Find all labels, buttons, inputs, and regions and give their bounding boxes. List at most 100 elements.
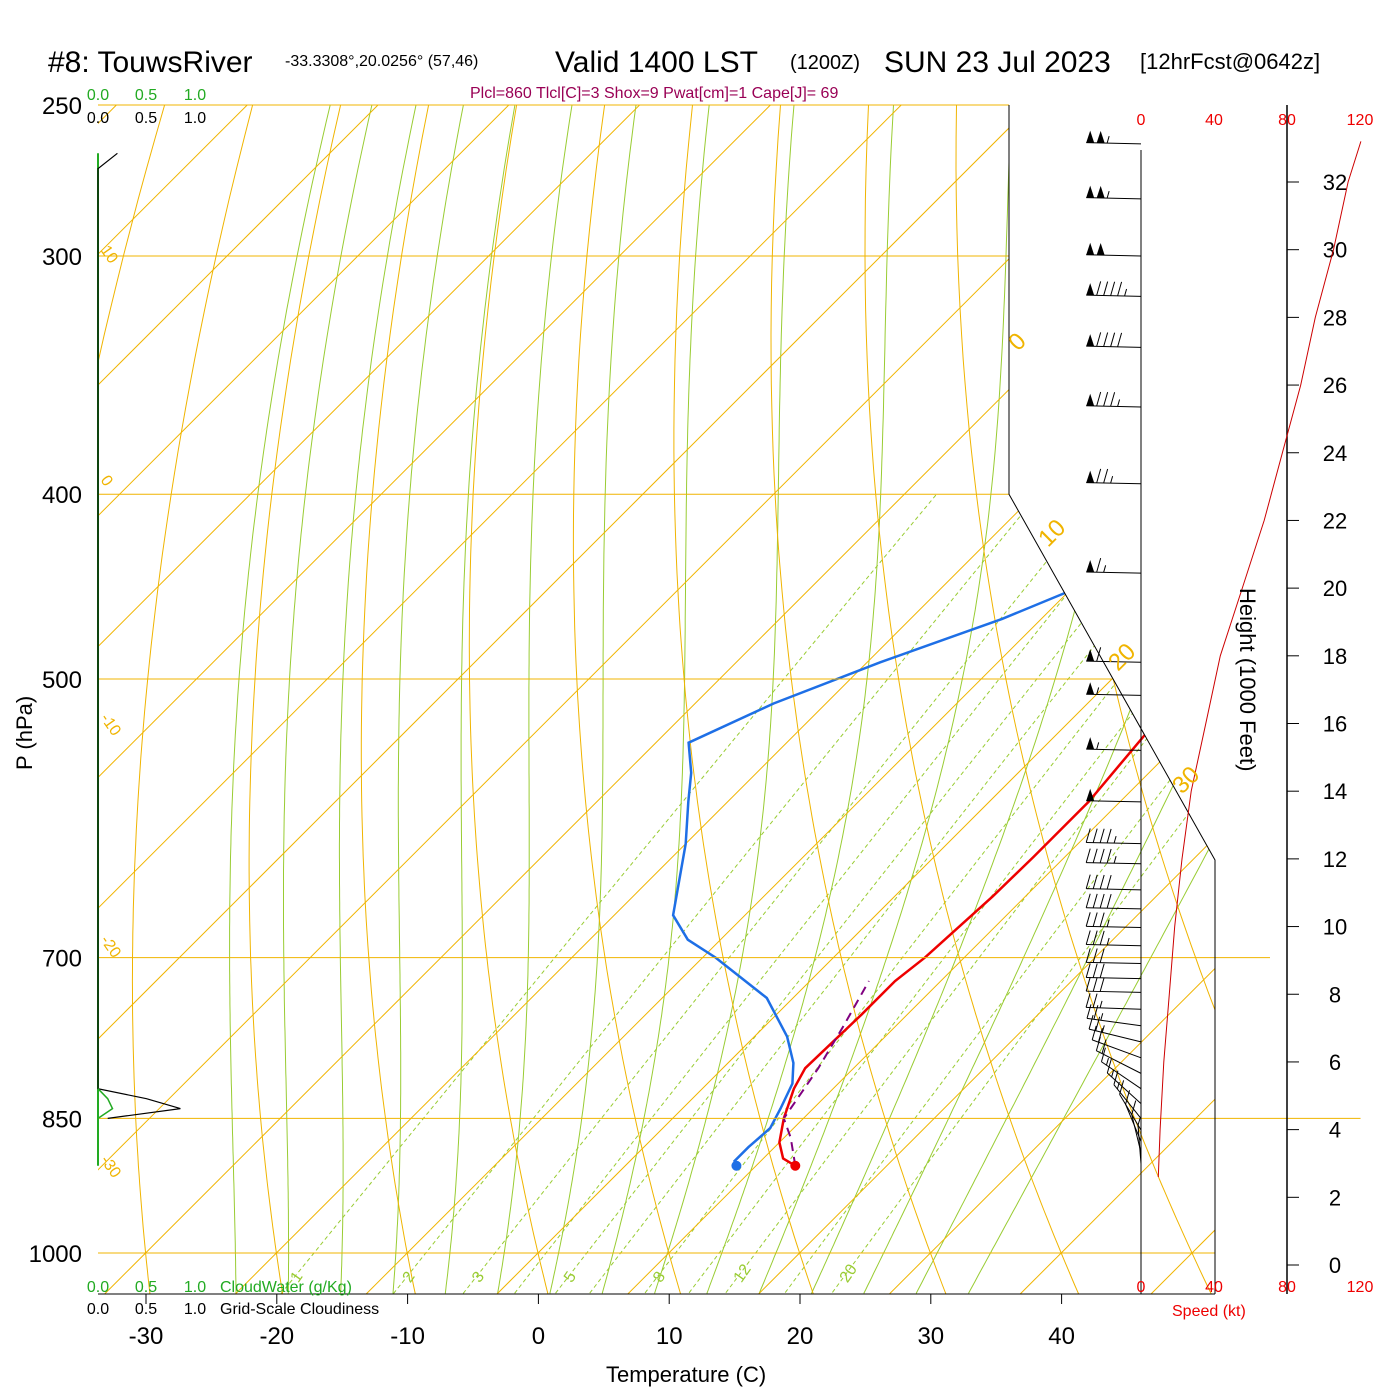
wind-barb-half-feather xyxy=(1110,475,1114,484)
wind-barb-half-feather xyxy=(1113,856,1117,864)
height-tick-label: 22 xyxy=(1323,508,1347,533)
height-tick-label: 8 xyxy=(1329,982,1341,1007)
dry-adiabat-line xyxy=(360,105,436,1294)
cloudwater-scale-top: 1.0 xyxy=(184,87,206,104)
wind-barb-staff xyxy=(1086,1017,1142,1027)
parcel-profile xyxy=(782,980,870,1166)
moist-adiabat-line xyxy=(654,105,798,1294)
wind-barb-feather xyxy=(1095,1016,1101,1031)
wind-barb-staff xyxy=(1096,1050,1142,1074)
wind-barb xyxy=(1086,281,1142,297)
x-tick-label: -20 xyxy=(259,1323,294,1350)
y-tick-label: 850 xyxy=(42,1106,82,1133)
dry-adiabat-label: 10 xyxy=(97,243,121,267)
wind-barb-feather xyxy=(1096,647,1102,662)
wind-barb-staff xyxy=(1086,197,1142,200)
wind-barb-feather xyxy=(1092,828,1098,843)
wind-barb-staff xyxy=(1086,660,1142,663)
wind-barb-pennant xyxy=(1086,334,1095,347)
wind-barb-feather xyxy=(1085,874,1091,889)
wind-barb-pennant xyxy=(1086,649,1095,662)
wind-barb-feather xyxy=(1100,1047,1106,1062)
wind-barb-feather xyxy=(1085,893,1091,908)
dewpoint-profile xyxy=(671,167,1215,1167)
wind-barb-feather xyxy=(1110,281,1116,296)
wind-barb-feather xyxy=(1117,281,1123,297)
temperature-profile xyxy=(778,136,1215,1167)
wind-barb-feather xyxy=(1085,930,1091,945)
wind-barb xyxy=(1085,912,1142,929)
wind-barb-staff xyxy=(1086,944,1142,947)
wind-barb-feather xyxy=(1092,930,1098,945)
wind-barb-half-feather xyxy=(1111,1069,1115,1078)
wind-barb-feather xyxy=(1096,281,1102,296)
isotherm-line xyxy=(98,105,902,1294)
moist-adiabat-line xyxy=(229,105,339,1294)
wind-barb-pennant xyxy=(1086,242,1095,255)
mixing-ratio-line xyxy=(432,493,1102,1294)
speed-axis-title: Speed (kt) xyxy=(1172,1303,1246,1320)
height-tick-label: 12 xyxy=(1323,847,1347,872)
wind-barb-pennant xyxy=(1096,185,1105,199)
speed-tick-top: 0 xyxy=(1137,112,1146,129)
wind-barb-feather xyxy=(1119,1080,1125,1095)
wind-speed-profile xyxy=(1157,141,1362,1178)
isotherms xyxy=(98,105,1215,1294)
x-tick-label: 10 xyxy=(656,1323,683,1350)
mixing-ratio-label: 20 xyxy=(837,1261,861,1285)
mixing-ratio-label: 3 xyxy=(469,1269,488,1286)
dry-adiabat-label: -20 xyxy=(97,933,124,962)
mixing-ratio-label: 5 xyxy=(561,1269,580,1286)
wind-barb-pennant xyxy=(1086,130,1095,143)
wind-barb-feather xyxy=(1099,912,1105,927)
wind-barb-feather xyxy=(1106,1058,1112,1074)
wind-barb-feather xyxy=(1113,1070,1119,1085)
wind-barb xyxy=(1086,242,1142,257)
sounding-profiles xyxy=(671,136,1215,1167)
wind-barb xyxy=(1086,788,1142,803)
speed-tick-top: 40 xyxy=(1205,112,1223,129)
dry-adiabat-line xyxy=(673,105,828,1294)
x-tick-label: 30 xyxy=(917,1323,944,1350)
wind-barb-feather xyxy=(1085,948,1091,963)
title-block: #8: TouwsRiver -33.3308°,20.0256° (57,46… xyxy=(48,46,1320,102)
wind-barb-staff xyxy=(1119,1094,1142,1131)
wind-barb xyxy=(1085,977,1142,993)
isotherm-line xyxy=(104,105,1215,1294)
wind-barb-feather xyxy=(1092,893,1098,909)
mixing-ratio-line xyxy=(755,493,1215,1294)
wind-barb-staff xyxy=(1086,961,1142,965)
isotherm-line xyxy=(889,105,1215,1294)
wind-barb-staff xyxy=(1086,142,1142,145)
y-axis-title: P (hPa) xyxy=(12,696,37,770)
dry-adiabat-line xyxy=(1305,71,1400,1332)
wind-barb-feather xyxy=(1099,948,1105,963)
moist-adiabat-line xyxy=(338,105,424,1294)
wind-barb-staff xyxy=(1092,1039,1142,1059)
wind-barb-staff xyxy=(1086,976,1142,980)
wind-barb-staff xyxy=(1086,990,1142,993)
moist-adiabat-line xyxy=(758,105,1013,1294)
wind-barb-pennant xyxy=(1096,243,1105,256)
isotherm-line xyxy=(1019,105,1215,1294)
wind-barb-feather xyxy=(1092,848,1098,863)
wind-barb xyxy=(1086,130,1142,145)
wind-barb-feather xyxy=(1099,874,1105,890)
wind-barb-pennant xyxy=(1086,283,1095,296)
cloudwater-line xyxy=(97,1088,114,1120)
wind-barb-feather xyxy=(1110,332,1116,347)
cloudwater-scale-bottom: 1.0 xyxy=(184,1279,206,1296)
frame-right xyxy=(1008,105,1216,1294)
mixing-ratio-label: 12 xyxy=(731,1261,755,1285)
wind-barb-feather xyxy=(1106,828,1112,844)
mixing-ratio-line xyxy=(484,493,1148,1294)
wind-barb-staff xyxy=(1086,800,1142,803)
moist-adiabat-line xyxy=(706,105,897,1294)
valid-time: Valid 1400 LST xyxy=(555,46,758,79)
wind-barb-half-feather xyxy=(1101,1025,1105,1033)
wind-barb-feather xyxy=(1099,848,1105,864)
wind-barb xyxy=(1085,848,1142,865)
wind-barb xyxy=(1113,1070,1142,1119)
wind-barb-feather xyxy=(1085,977,1091,992)
mixing-ratio-line xyxy=(559,493,1215,1294)
